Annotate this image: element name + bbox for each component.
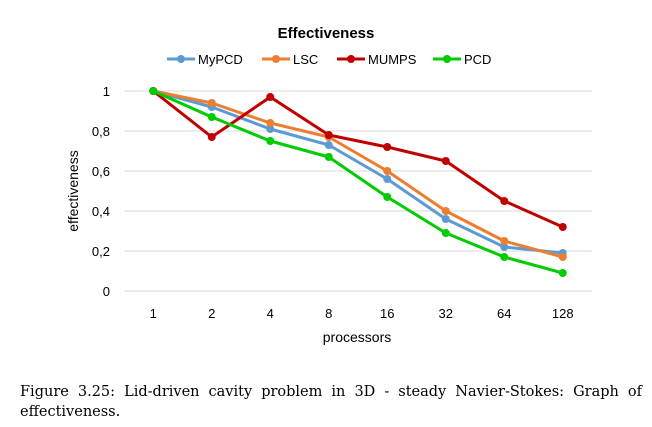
- legend-marker: [272, 55, 280, 63]
- data-point: [558, 253, 567, 261]
- x-tick-label: 16: [380, 306, 394, 321]
- data-point: [324, 141, 333, 149]
- x-tick-label: 4: [267, 306, 274, 321]
- y-axis-ticks: 0 0,2 0,4 0,6 0,8 1: [92, 84, 110, 299]
- data-point: [441, 207, 450, 215]
- x-tick-label: 128: [552, 306, 574, 321]
- figure-caption: Figure 3.25: Lid-driven cavity problem i…: [20, 384, 642, 420]
- data-point: [558, 223, 567, 231]
- legend-label: PCD: [464, 52, 491, 67]
- data-point: [558, 269, 567, 277]
- data-point: [383, 193, 392, 201]
- legend-marker: [347, 55, 355, 63]
- x-tick-label: 2: [208, 306, 215, 321]
- data-point: [324, 153, 333, 161]
- data-point: [383, 175, 392, 183]
- x-tick-label: 8: [325, 306, 332, 321]
- legend-item-mypcd: MyPCD: [167, 52, 243, 67]
- legend-item-pcd: PCD: [433, 52, 491, 67]
- gridlines: [124, 90, 592, 292]
- data-point: [207, 99, 216, 107]
- legend-item-lsc: LSC: [262, 52, 318, 67]
- data-point: [500, 253, 509, 261]
- chart-title: Effectiveness: [278, 25, 375, 42]
- data-point: [500, 197, 509, 205]
- chart-legend: MyPCD LSC MUMPS PCD: [167, 52, 491, 67]
- data-point: [266, 125, 275, 133]
- data-point: [266, 137, 275, 145]
- data-point: [207, 133, 216, 141]
- series-mypcd: [149, 87, 567, 257]
- legend-label: MUMPS: [368, 52, 417, 67]
- legend-label: LSC: [293, 52, 318, 67]
- x-axis-label: processors: [323, 329, 391, 345]
- data-point: [324, 131, 333, 139]
- series-line: [152, 89, 564, 259]
- y-axis-label: effectiveness: [65, 150, 81, 231]
- legend-marker: [443, 55, 451, 63]
- x-tick-label: 1: [150, 306, 157, 321]
- data-series: [149, 87, 567, 277]
- y-tick-label: 0: [103, 284, 110, 299]
- legend-marker: [177, 55, 185, 63]
- data-point: [383, 167, 392, 175]
- data-point: [441, 229, 450, 237]
- series-mumps: [149, 87, 567, 231]
- series-line: [152, 89, 564, 229]
- effectiveness-chart: Effectiveness MyPCD LSC MUMPS PCD 0 0,2 0,4 0,…: [65, 25, 592, 345]
- legend-label: MyPCD: [198, 52, 243, 67]
- y-tick-label: 1: [103, 84, 110, 99]
- series-line: [152, 89, 564, 275]
- legend-item-mumps: MUMPS: [337, 52, 417, 67]
- x-tick-label: 64: [497, 306, 511, 321]
- data-point: [266, 93, 275, 101]
- data-point: [500, 237, 509, 245]
- series-line: [152, 89, 563, 255]
- data-point: [149, 87, 158, 95]
- x-axis-ticks: 1 2 4 8 16 32 64 128: [150, 306, 574, 321]
- y-tick-label: 0,8: [92, 124, 110, 139]
- data-point: [441, 157, 450, 165]
- data-point: [500, 243, 509, 251]
- data-point: [383, 143, 392, 151]
- y-tick-label: 0,2: [92, 244, 110, 259]
- series-pcd: [149, 87, 567, 277]
- x-tick-label: 32: [439, 306, 453, 321]
- data-point: [266, 119, 275, 127]
- y-tick-label: 0,6: [92, 164, 110, 179]
- y-tick-label: 0,4: [92, 204, 110, 219]
- data-point: [441, 215, 450, 223]
- data-point: [207, 113, 216, 121]
